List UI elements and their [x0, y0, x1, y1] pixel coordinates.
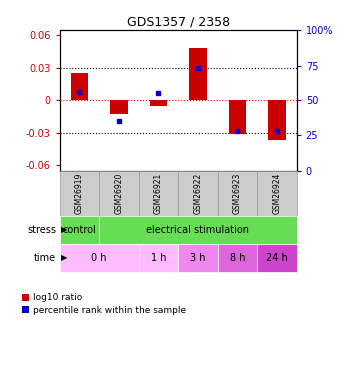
Bar [178, 244, 218, 272]
Text: 3 h: 3 h [190, 253, 206, 263]
Text: time: time [34, 253, 56, 263]
Bar [99, 216, 297, 244]
Bar [110, 100, 128, 114]
Text: GSM26919: GSM26919 [75, 172, 84, 214]
Bar [218, 244, 257, 272]
Bar [99, 171, 139, 216]
Text: 0 h: 0 h [91, 253, 107, 263]
Text: ▶: ▶ [61, 254, 68, 262]
Bar [228, 100, 246, 134]
Text: GSM26922: GSM26922 [193, 172, 203, 214]
Text: GSM26923: GSM26923 [233, 172, 242, 214]
Text: 24 h: 24 h [266, 253, 288, 263]
Text: control: control [62, 225, 96, 235]
Bar [178, 171, 218, 216]
Bar [60, 244, 139, 272]
Title: GDS1357 / 2358: GDS1357 / 2358 [127, 16, 230, 29]
Bar [139, 244, 178, 272]
Text: stress: stress [27, 225, 56, 235]
Bar [71, 73, 88, 100]
Bar [189, 48, 207, 100]
Bar [60, 216, 99, 244]
Text: GSM26920: GSM26920 [115, 172, 123, 214]
Bar [257, 244, 297, 272]
Bar [257, 171, 297, 216]
Text: GSM26921: GSM26921 [154, 172, 163, 214]
Text: ▶: ▶ [61, 225, 68, 234]
Text: 8 h: 8 h [230, 253, 245, 263]
Bar [139, 171, 178, 216]
Bar [218, 171, 257, 216]
Bar [150, 100, 167, 106]
Bar [60, 171, 99, 216]
Legend: log10 ratio, percentile rank within the sample: log10 ratio, percentile rank within the … [21, 293, 187, 315]
Text: GSM26924: GSM26924 [272, 172, 281, 214]
Text: electrical stimulation: electrical stimulation [146, 225, 249, 235]
Bar [268, 100, 286, 140]
Text: 1 h: 1 h [151, 253, 166, 263]
